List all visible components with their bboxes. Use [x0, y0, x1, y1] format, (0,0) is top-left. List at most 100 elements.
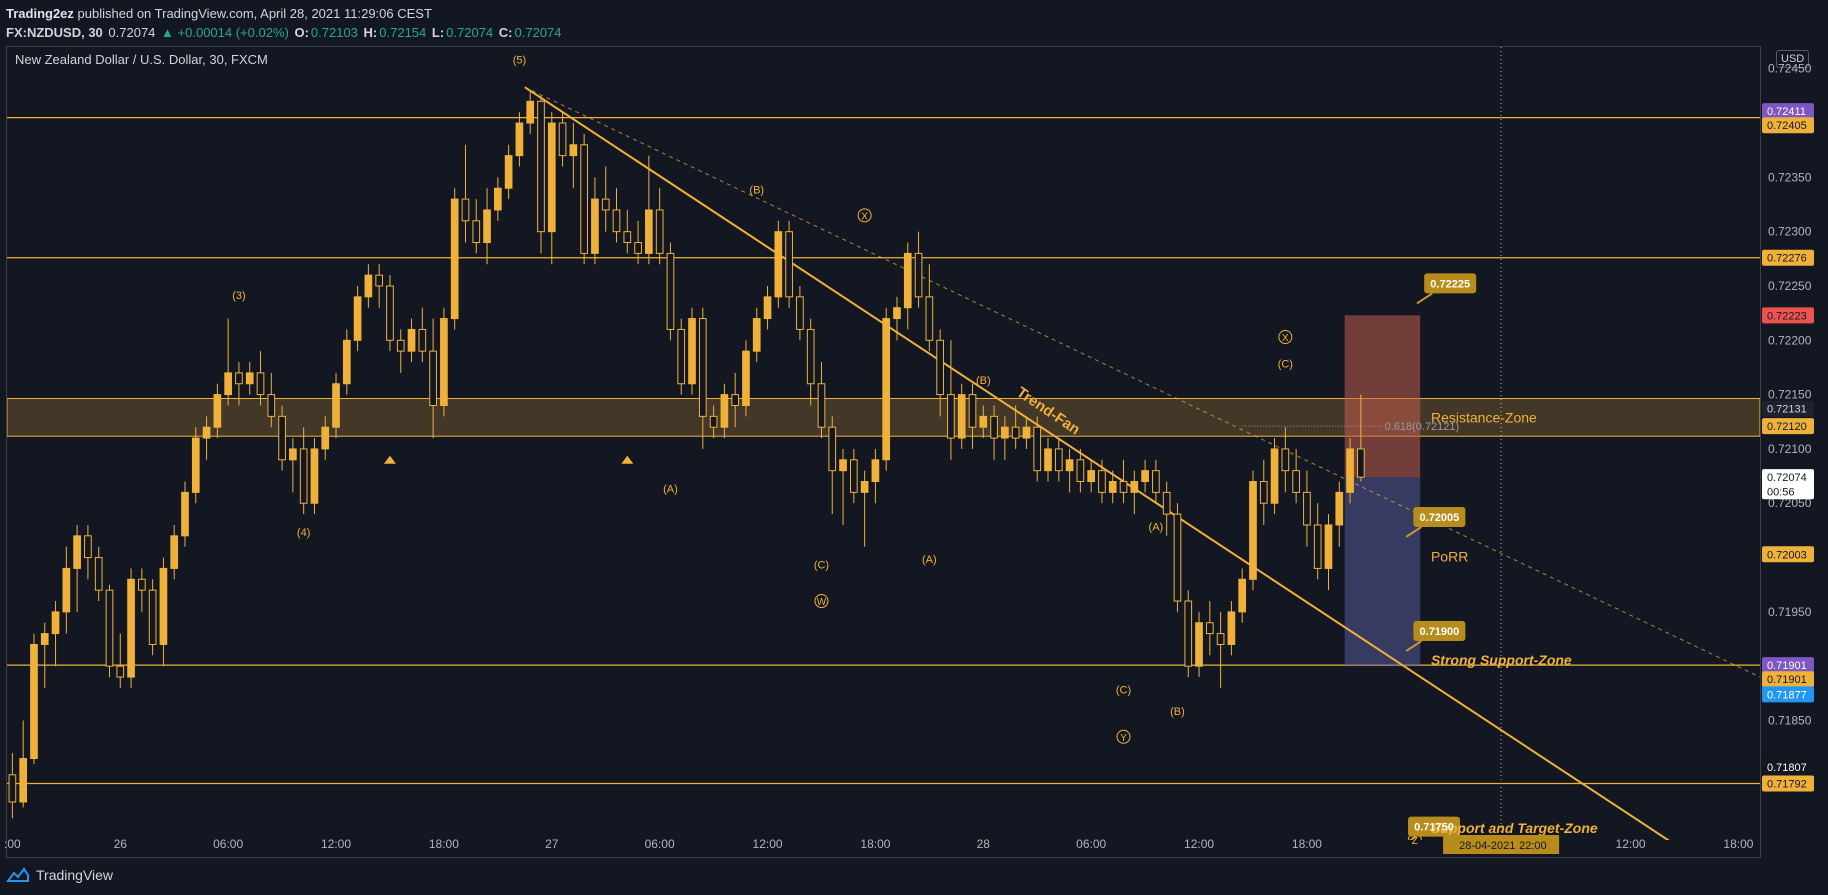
chart-frame[interactable] — [6, 46, 1761, 858]
resistance-zone-label: Resistance-Zone — [1431, 410, 1537, 426]
candle-body — [1281, 448, 1290, 472]
footer: TradingView — [6, 867, 113, 883]
wave-label: (A) — [1149, 521, 1164, 533]
price-axis-tag — [1762, 307, 1814, 324]
symbol: FX:NZDUSD, 30 — [6, 25, 103, 40]
candle-body — [278, 415, 286, 461]
candle-body — [849, 459, 858, 493]
candle-body — [591, 198, 599, 254]
candle-body — [828, 426, 837, 472]
candle-body — [1130, 481, 1139, 493]
open-label: O: — [294, 25, 309, 40]
candle-body — [1119, 481, 1128, 493]
candle-body — [289, 448, 297, 461]
candle-body — [893, 307, 901, 320]
candle-body — [148, 589, 157, 645]
candle-body — [1205, 622, 1214, 635]
candle-body — [698, 318, 707, 417]
wave-label: (B) — [749, 185, 764, 197]
price-axis-tag — [1762, 117, 1814, 134]
candle-body — [968, 394, 977, 428]
candle-body — [537, 100, 545, 233]
candle-body — [1033, 426, 1042, 472]
y-tick-label: 0.72250 — [1768, 279, 1812, 293]
callout-value: 0.71750 — [1414, 822, 1454, 834]
candle-body — [440, 318, 448, 406]
candle-body — [84, 535, 92, 559]
wave-label: (A) — [663, 483, 678, 495]
candle-body — [1065, 459, 1074, 472]
wave-label: (C) — [1278, 358, 1293, 370]
candle-body — [1335, 491, 1344, 526]
callout-pointer — [1408, 835, 1417, 840]
tradingview-logo-icon[interactable] — [6, 867, 30, 883]
currency-button[interactable]: USD — [1776, 50, 1810, 68]
x-tick-label: 06:00 — [645, 837, 675, 851]
candle-body — [709, 415, 718, 428]
candle-body — [159, 567, 168, 645]
price-axis-tag — [1762, 418, 1814, 435]
candle-body — [418, 328, 427, 352]
candle-body — [558, 122, 567, 157]
last-price: 0.72074 — [108, 25, 156, 40]
candle-body — [817, 383, 826, 428]
price-axis-value: 0.72074 — [1767, 472, 1807, 484]
zone-label: Strong Support-Zone — [1431, 652, 1572, 668]
wave-label: (3) — [232, 290, 245, 302]
low-label: L: — [431, 25, 445, 40]
candle-body — [224, 372, 232, 396]
y-tick-label: 0.72100 — [1768, 442, 1812, 456]
candle-body — [386, 285, 394, 341]
author[interactable]: Trading2ez — [6, 6, 74, 21]
candle-body — [94, 557, 103, 591]
candle-body — [235, 372, 243, 385]
candle-body — [634, 242, 642, 254]
x-tick-label: 18:00 — [429, 837, 459, 851]
candle-body — [73, 535, 81, 569]
candle-body — [429, 350, 437, 406]
callout-box — [1424, 273, 1477, 294]
candle-body — [947, 394, 955, 439]
candle-body — [839, 459, 847, 472]
x-tick-label: 12:00 — [1616, 837, 1646, 851]
candle-body — [1087, 470, 1096, 483]
candle-body — [882, 318, 891, 461]
wave-circle-label: Z — [1412, 836, 1418, 847]
price-axis-tag — [1762, 469, 1814, 486]
header: Trading2ez published on TradingView.com,… — [6, 4, 564, 42]
candle-body — [1195, 622, 1203, 667]
y-tick-label: 0.72350 — [1768, 170, 1812, 184]
candle-body — [105, 589, 114, 667]
target-box — [1344, 477, 1421, 667]
candle-body — [774, 231, 783, 298]
candle-body — [623, 231, 632, 244]
candle-body — [1259, 481, 1268, 504]
candle-body — [990, 415, 998, 439]
callout-value: 0.71900 — [1420, 626, 1460, 638]
fib-label: 0.618(0.72121) — [1385, 421, 1460, 433]
up-arrow-marker — [621, 455, 634, 464]
callout-box — [1408, 816, 1461, 837]
wave-circle-label: Y — [1120, 733, 1127, 744]
price-change: ▲ +0.00014 (+0.02%) — [161, 25, 289, 40]
time-marker-date: 28-04-2021 — [1459, 840, 1515, 852]
close-label: C: — [498, 25, 513, 40]
y-tick-label: 0.72050 — [1768, 496, 1812, 510]
candle-body — [127, 578, 135, 678]
callout-box — [1413, 621, 1466, 642]
price-axis-tag — [1762, 400, 1814, 417]
wave-label: (C) — [1116, 684, 1131, 696]
candle-body — [321, 426, 330, 450]
price-axis-tag — [1762, 546, 1814, 563]
candle-body — [1184, 600, 1193, 667]
candle-body — [1108, 481, 1117, 493]
x-tick-label: 28 — [977, 837, 991, 851]
candle-body — [796, 296, 804, 330]
x-tick-label: 26 — [114, 837, 128, 851]
price-axis-value: 0.71877 — [1767, 689, 1807, 701]
brand-text[interactable]: TradingView — [36, 867, 114, 883]
candle-body — [375, 274, 384, 287]
y-tick-label: 0.72150 — [1768, 388, 1812, 402]
candle-body — [40, 633, 49, 645]
